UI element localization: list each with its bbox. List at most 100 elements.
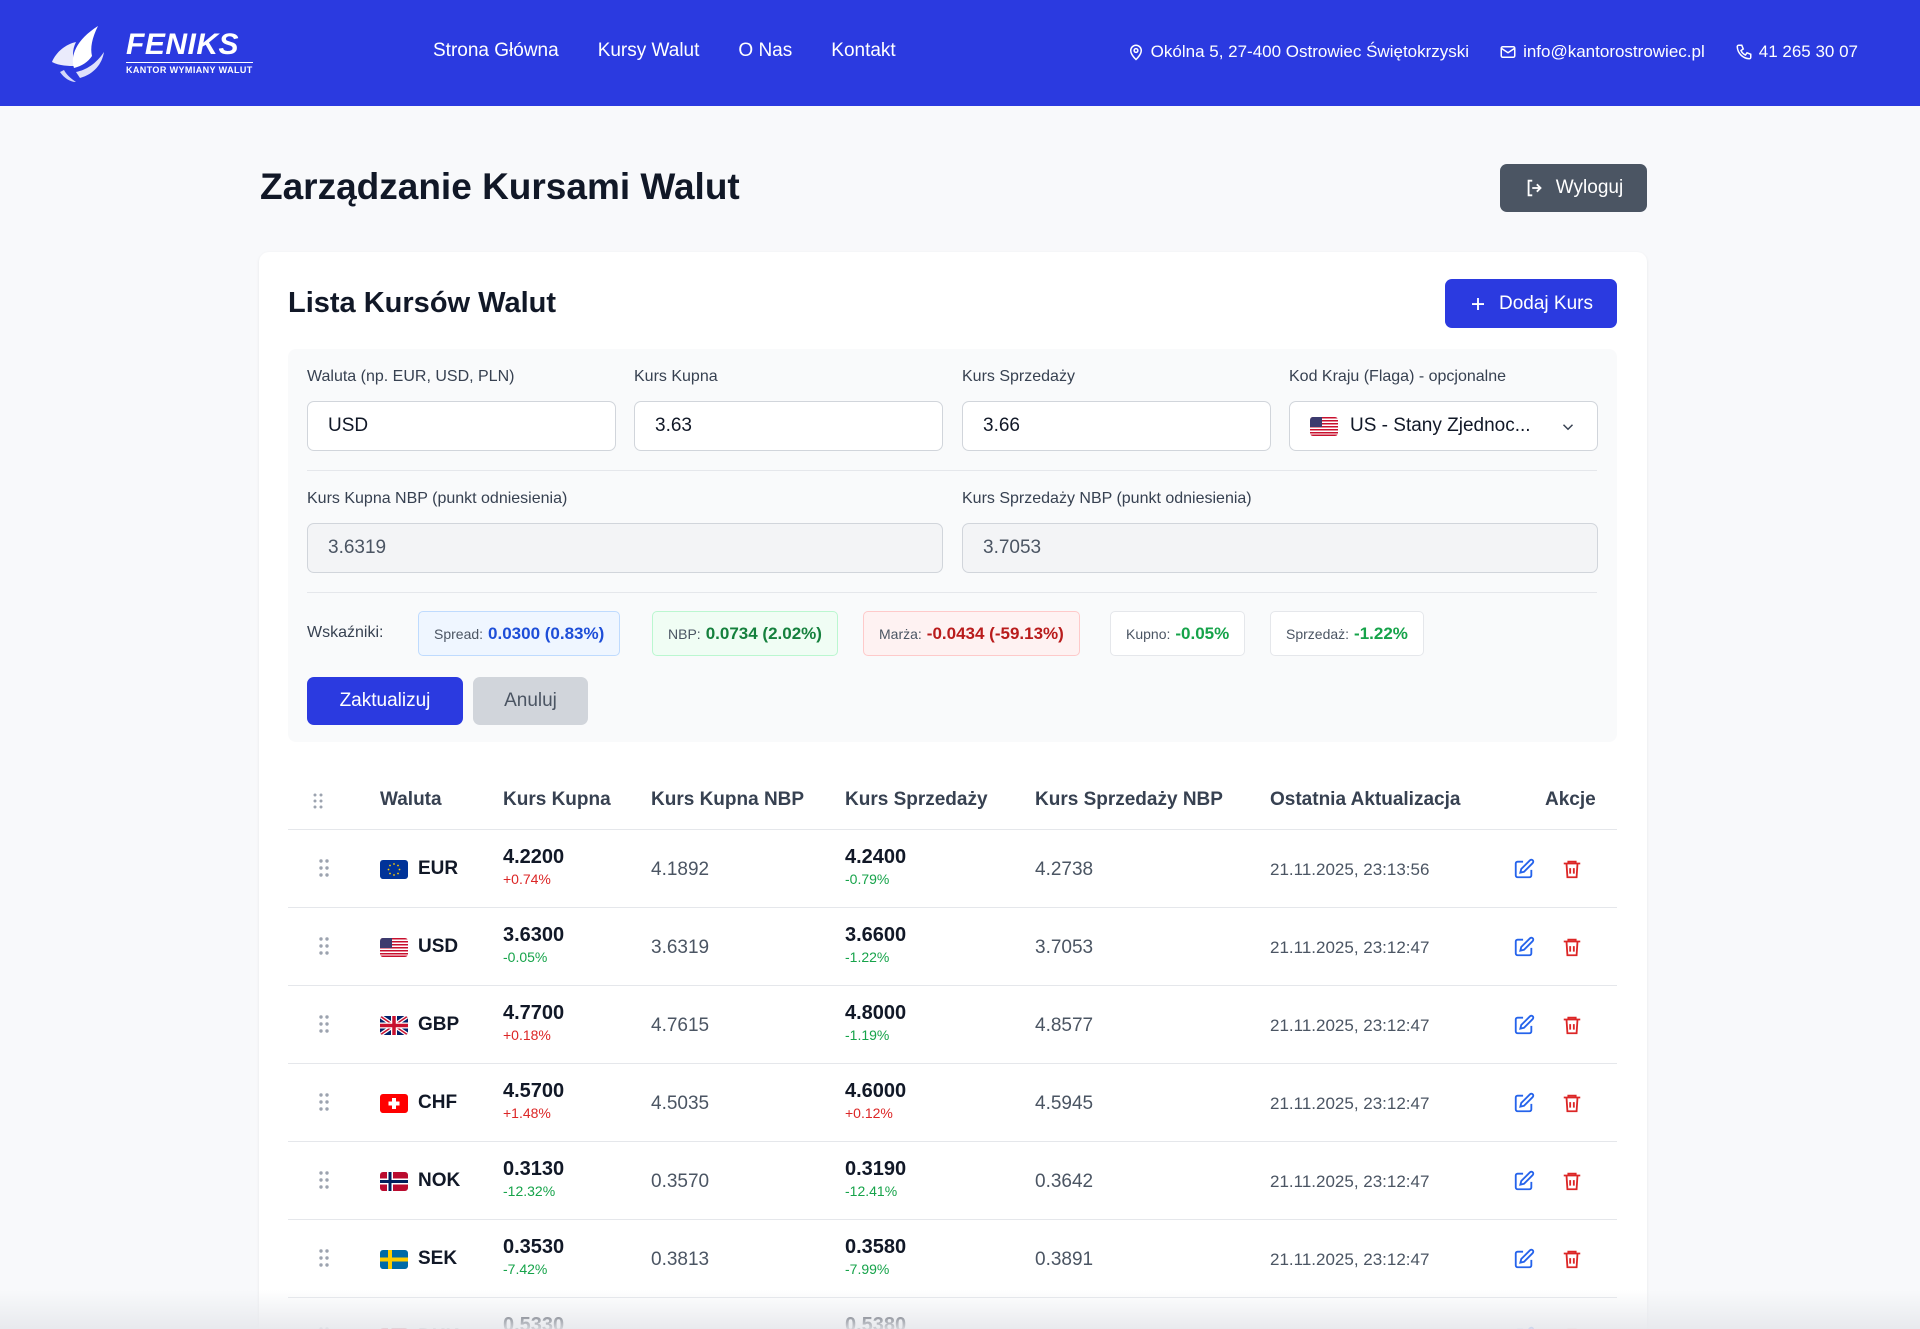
nav-link-contact[interactable]: Kontakt [831, 40, 896, 61]
nav-link-about[interactable]: O Nas [738, 40, 793, 61]
currency-cell: EUR [380, 858, 458, 880]
phone-icon [1736, 44, 1752, 60]
nbp-buy-rate: 0.3570 [651, 1171, 710, 1192]
update-button[interactable]: Zaktualizuj [307, 677, 463, 725]
buy-indicator-label: Kupno: [1126, 625, 1171, 642]
map-pin-icon [1129, 44, 1142, 61]
currency-cell: NOK [380, 1170, 460, 1192]
nbp-sell-label: Kurs Sprzedaży NBP (punkt odniesienia) [962, 490, 1252, 507]
margin-value: -0.0434 (-59.13%) [926, 623, 1064, 643]
email-text[interactable]: info@kantorostrowiec.pl [1523, 42, 1705, 61]
nbp-buy-rate: 0.3813 [651, 1249, 710, 1270]
buy-rate-input[interactable]: 3.63 [634, 401, 943, 451]
margin-label: Marża: [879, 625, 922, 642]
email-item[interactable]: info@kantorostrowiec.pl [1499, 42, 1705, 62]
drag-handle-icon [313, 793, 323, 809]
rates-card: Lista Kursów Walut Dodaj Kurs Waluta (np… [259, 252, 1647, 1329]
nav-link-rates[interactable]: Kursy Walut [597, 40, 700, 61]
nbp-buy-input[interactable]: 3.6319 [307, 523, 943, 573]
trash-icon[interactable] [1561, 1092, 1583, 1114]
trash-icon[interactable] [1561, 1170, 1583, 1192]
buy-rate-cell: 3.6300 -0.05% [503, 924, 564, 965]
logout-button[interactable]: Wyloguj [1500, 164, 1647, 212]
edit-icon[interactable] [1513, 1170, 1535, 1192]
column-header-updated[interactable]: Ostatnia Aktualizacja [1270, 789, 1461, 810]
sell-rate-change: -12.41% [845, 1183, 898, 1199]
drag-handle-icon[interactable] [318, 1170, 330, 1190]
buy-rate: 4.7700 [503, 1002, 565, 1024]
edit-icon[interactable] [1513, 1248, 1535, 1270]
logo-subtitle: KANTOR WYMIANY WALUT [126, 62, 253, 75]
buy-rate-change: +0.74% [503, 871, 551, 887]
last-updated: 21.11.2025, 23:12:47 [1270, 1094, 1430, 1113]
flag-code-select[interactable]: US - Stany Zjednoc... [1289, 401, 1598, 451]
trash-icon[interactable] [1561, 1014, 1583, 1036]
trash-icon[interactable] [1561, 936, 1583, 958]
drag-handle-icon[interactable] [318, 858, 330, 878]
chf-flag-icon [380, 1093, 408, 1113]
contact-info: Okólna 5, 27-400 Ostrowiec Świętokrzyski… [1127, 42, 1858, 62]
sell-indicator-label: Sprzedaż: [1286, 625, 1350, 642]
table-header: Waluta Kurs Kupna Kurs Kupna NBP Kurs Sp… [288, 772, 1617, 830]
buy-rate-cell: 4.5700 +1.48% [503, 1080, 564, 1121]
sek-flag-icon [380, 1249, 408, 1269]
nav-link-home[interactable]: Strona Główna [433, 40, 559, 61]
sell-rate-cell: 0.3580 -7.99% [845, 1236, 906, 1277]
buy-rate-cell: 0.3530 -7.42% [503, 1236, 564, 1277]
phone-item[interactable]: 41 265 30 07 [1735, 42, 1858, 62]
currency-input[interactable]: USD [307, 401, 616, 451]
buy-rate: 4.5700 [503, 1080, 565, 1102]
sell-rate-input[interactable]: 3.66 [962, 401, 1271, 451]
column-header-nbp-sell[interactable]: Kurs Sprzedaży NBP [1035, 789, 1223, 810]
column-header-nbp-buy[interactable]: Kurs Kupna NBP [651, 789, 805, 810]
sell-rate: 3.6600 [845, 924, 907, 946]
column-header-sell[interactable]: Kurs Sprzedaży [845, 789, 988, 810]
column-header-buy[interactable]: Kurs Kupna [503, 789, 611, 810]
phone-text[interactable]: 41 265 30 07 [1758, 42, 1858, 61]
buy-rate: 0.3530 [503, 1236, 565, 1258]
top-navbar: FENIKS KANTOR WYMIANY WALUT Strona Główn… [0, 0, 1920, 106]
edit-icon[interactable] [1513, 1092, 1535, 1114]
nbp-sell-input[interactable]: 3.7053 [962, 523, 1598, 573]
divider [307, 470, 1597, 471]
drag-handle-icon[interactable] [318, 1248, 330, 1268]
scroll-fade [0, 1290, 1920, 1329]
currency-cell: GBP [380, 1014, 459, 1036]
table-row: SEK 0.3530 -7.42% 0.3813 0.3580 -7.99% 0… [288, 1220, 1617, 1298]
buy-indicator: Kupno: -0.05% [1110, 611, 1246, 656]
sell-rate: 4.6000 [845, 1080, 907, 1102]
nok-flag-icon [380, 1171, 408, 1191]
sell-rate-change: -7.99% [845, 1261, 890, 1277]
currency-cell: USD [380, 936, 458, 958]
spread-indicator: Spread: 0.0300 (0.83%) [418, 611, 621, 656]
table-row: CHF 4.5700 +1.48% 4.5035 4.6000 +0.12% 4… [288, 1064, 1617, 1142]
buy-rate-cell: 4.7700 +0.18% [503, 1002, 564, 1043]
edit-icon[interactable] [1513, 936, 1535, 958]
drag-handle-icon[interactable] [318, 1092, 330, 1112]
mail-icon [1500, 46, 1516, 58]
table-row: EUR 4.2200 +0.74% 4.1892 4.2400 -0.79% 4… [288, 830, 1617, 908]
edit-icon[interactable] [1513, 858, 1535, 880]
last-updated: 21.11.2025, 23:12:47 [1270, 1250, 1430, 1269]
spread-label: Spread: [434, 625, 484, 642]
trash-icon[interactable] [1561, 858, 1583, 880]
trash-icon[interactable] [1561, 1248, 1583, 1270]
sell-rate-cell: 4.6000 +0.12% [845, 1080, 906, 1121]
edit-icon[interactable] [1513, 1014, 1535, 1036]
gbp-flag-icon [380, 1015, 408, 1035]
nbp-sell-rate: 4.5945 [1035, 1093, 1094, 1114]
buy-rate-change: -12.32% [503, 1183, 556, 1199]
logo[interactable]: FENIKS KANTOR WYMIANY WALUT [46, 22, 266, 84]
sell-rate: 4.2400 [845, 846, 907, 868]
divider [307, 592, 1597, 593]
sell-rate-cell: 0.3190 -12.41% [845, 1158, 906, 1199]
add-rate-button[interactable]: Dodaj Kurs [1445, 279, 1617, 328]
currency-cell: SEK [380, 1248, 457, 1270]
column-header-currency[interactable]: Waluta [380, 789, 442, 810]
cancel-button[interactable]: Anuluj [473, 677, 588, 725]
drag-handle-icon[interactable] [318, 1014, 330, 1034]
main-nav: Strona Główna Kursy Walut O Nas Kontakt [433, 40, 896, 62]
phoenix-logo-icon [52, 26, 104, 82]
nbp-buy-rate: 4.7615 [651, 1015, 710, 1036]
drag-handle-icon[interactable] [318, 936, 330, 956]
